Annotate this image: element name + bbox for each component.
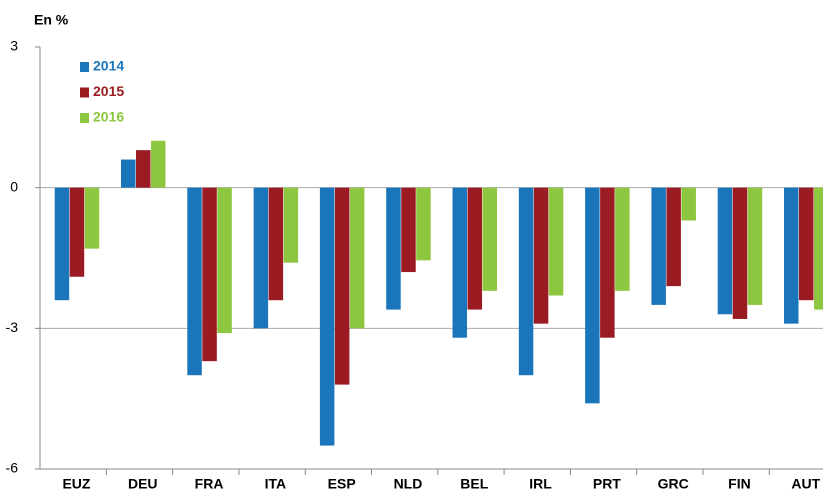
bar (187, 187, 202, 376)
bar (585, 187, 600, 404)
bar (151, 140, 166, 188)
bar (202, 187, 217, 362)
bar (784, 187, 799, 324)
legend-swatch (80, 113, 89, 123)
legend-swatch (80, 87, 89, 98)
x-tick-label: FIN (728, 476, 751, 492)
bar (121, 159, 136, 188)
bar (334, 187, 350, 385)
legend-swatch (80, 62, 89, 72)
bar (717, 187, 733, 315)
bar (814, 187, 823, 310)
bar (416, 187, 431, 261)
x-tick-label: ITA (265, 476, 287, 492)
x-tick-label: AUT (791, 476, 820, 492)
bar (615, 187, 630, 291)
x-tick-label: NLD (394, 476, 423, 492)
bar (283, 187, 299, 263)
bar (401, 187, 416, 273)
bar (600, 187, 615, 338)
x-tick-label: DEU (128, 476, 158, 492)
bar (349, 187, 365, 329)
bar (69, 187, 85, 277)
bar (452, 187, 468, 338)
y-tick-label: -6 (6, 460, 19, 476)
bar (467, 187, 483, 310)
bar (518, 187, 534, 376)
bar (732, 187, 748, 319)
legend-label: 2015 (93, 83, 124, 99)
bar (253, 187, 269, 329)
bar (533, 187, 549, 324)
bar (548, 187, 564, 296)
bar (217, 187, 232, 334)
bar (386, 187, 401, 310)
y-tick-label: 3 (10, 38, 18, 54)
bar (54, 187, 70, 301)
x-tick-label: PRT (593, 476, 621, 492)
bar (84, 187, 100, 249)
bar (268, 187, 284, 301)
y-tick-label: 0 (10, 178, 18, 194)
bar (747, 187, 763, 305)
x-tick-label: FRA (195, 476, 224, 492)
bar (319, 187, 335, 446)
y-tick-label: -3 (6, 319, 19, 335)
bar (681, 187, 696, 221)
x-tick-label: BEL (460, 476, 488, 492)
x-tick-label: EUZ (62, 476, 90, 492)
bar (482, 187, 498, 291)
legend-label: 2016 (93, 109, 124, 125)
bar (666, 187, 681, 287)
bar (651, 187, 666, 305)
bar (136, 150, 151, 188)
bar (799, 187, 814, 301)
x-tick-label: GRC (658, 476, 689, 492)
x-tick-label: IRL (529, 476, 552, 492)
legend-label: 2014 (93, 58, 124, 74)
chart-title: En % (34, 12, 69, 28)
x-tick-label: ESP (328, 476, 356, 492)
